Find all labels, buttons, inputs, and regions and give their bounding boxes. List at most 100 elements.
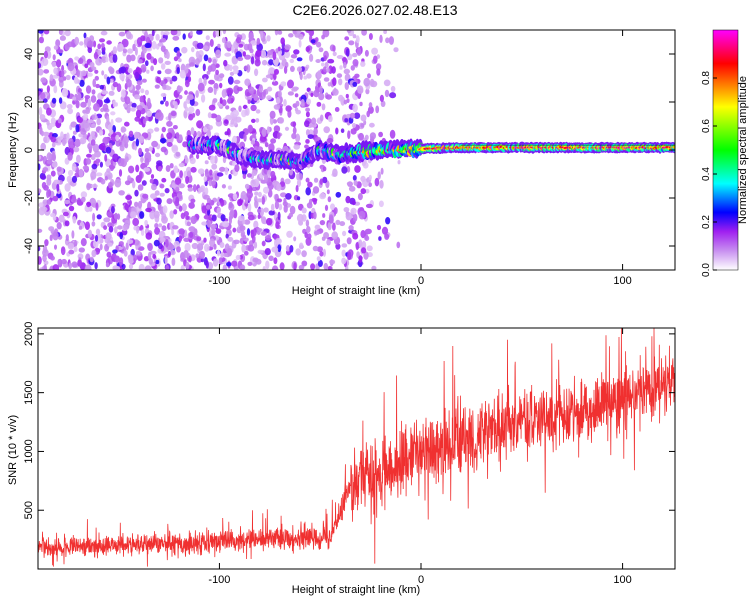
noise-speck <box>370 80 378 88</box>
noise-speck <box>296 57 303 62</box>
noise-speck <box>91 66 97 71</box>
noise-speck <box>373 55 378 64</box>
noise-speck <box>210 113 218 119</box>
noise-speck <box>353 180 358 186</box>
noise-speck <box>359 101 363 107</box>
noise-speck <box>158 223 163 228</box>
noise-speck <box>323 55 327 62</box>
noise-speck <box>266 35 271 42</box>
noise-speck <box>145 60 149 67</box>
noise-speck <box>261 50 267 59</box>
colorbar-tick-label: 0.2 <box>701 215 712 229</box>
noise-speck <box>176 50 181 59</box>
noise-speck <box>144 265 152 270</box>
noise-speck <box>224 40 229 49</box>
noise-speck <box>186 221 192 227</box>
noise-speck <box>71 175 78 183</box>
noise-speck <box>285 245 290 252</box>
noise-speck <box>190 198 196 203</box>
noise-speck <box>295 248 302 256</box>
noise-speck <box>185 261 190 270</box>
noise-speck <box>335 127 339 135</box>
noise-speck <box>266 126 270 135</box>
noise-speck <box>247 99 251 104</box>
noise-speck <box>183 101 187 109</box>
noise-speck <box>293 236 297 242</box>
noise-speck <box>250 104 257 112</box>
noise-speck <box>313 89 320 98</box>
noise-speck <box>344 118 349 123</box>
noise-speck <box>181 203 187 212</box>
noise-speck <box>242 51 246 57</box>
noise-speck <box>144 89 149 96</box>
noise-speck <box>345 212 353 221</box>
noise-speck <box>176 85 183 93</box>
noise-speck <box>167 128 172 133</box>
noise-speck <box>46 107 52 116</box>
noise-speck <box>230 111 235 118</box>
noise-speck <box>40 142 46 151</box>
noise-speck <box>247 202 252 212</box>
noise-speck <box>205 35 210 41</box>
noise-speck <box>87 72 93 77</box>
noise-speck <box>84 63 89 69</box>
noise-speck <box>289 205 296 215</box>
noise-speck <box>134 94 141 100</box>
snr-series <box>38 328 675 567</box>
noise-speck <box>327 115 333 123</box>
noise-speck <box>301 260 308 267</box>
noise-speck <box>184 157 189 164</box>
noise-speck <box>363 251 369 260</box>
noise-speck <box>87 119 94 124</box>
colorbar-tick-label: 0.6 <box>701 119 712 133</box>
noise-speck <box>144 105 148 111</box>
noise-speck <box>384 233 390 240</box>
noise-speck <box>50 170 56 177</box>
noise-speck <box>61 258 67 265</box>
noise-speck <box>171 229 175 236</box>
noise-speck <box>60 69 65 78</box>
noise-speck <box>57 136 62 143</box>
noise-speck <box>225 105 230 110</box>
noise-speck <box>213 82 219 90</box>
noise-speck <box>307 181 313 188</box>
colorbar-tick-label: 0.4 <box>701 167 712 181</box>
noise-speck <box>390 85 396 93</box>
noise-speck <box>143 256 150 262</box>
noise-speck <box>39 114 46 121</box>
noise-speck <box>121 38 129 48</box>
snr-ticks: -100 0 100 500 1000 1500 2000 <box>23 322 675 586</box>
noise-speck <box>283 99 287 107</box>
noise-speck <box>101 90 109 95</box>
noise-speck <box>75 100 80 109</box>
noise-speck <box>43 50 49 59</box>
x-tick-label: -100 <box>208 574 230 586</box>
noise-speck <box>244 54 252 60</box>
noise-speck <box>224 131 229 136</box>
noise-speck <box>304 231 309 239</box>
noise-speck <box>90 139 96 146</box>
noise-speck <box>326 67 330 73</box>
noise-speck <box>196 130 201 137</box>
noise-speck <box>59 35 66 41</box>
noise-speck <box>352 103 358 113</box>
noise-speck <box>102 136 110 145</box>
noise-speck <box>339 221 346 227</box>
noise-speck <box>364 235 370 241</box>
noise-speck <box>248 32 254 41</box>
noise-speck <box>230 119 234 125</box>
noise-speck <box>70 121 77 128</box>
noise-speck <box>128 263 134 270</box>
noise-speck <box>237 56 244 62</box>
noise-speck <box>93 52 99 60</box>
noise-speck <box>325 94 332 100</box>
noise-speck <box>82 165 89 170</box>
noise-speck <box>313 177 319 183</box>
noise-speck <box>305 129 310 136</box>
noise-speck <box>369 132 376 140</box>
noise-speck <box>85 108 91 115</box>
noise-speck <box>124 121 130 127</box>
noise-speck <box>358 132 364 141</box>
noise-speck <box>134 189 139 197</box>
noise-speck <box>113 212 119 220</box>
